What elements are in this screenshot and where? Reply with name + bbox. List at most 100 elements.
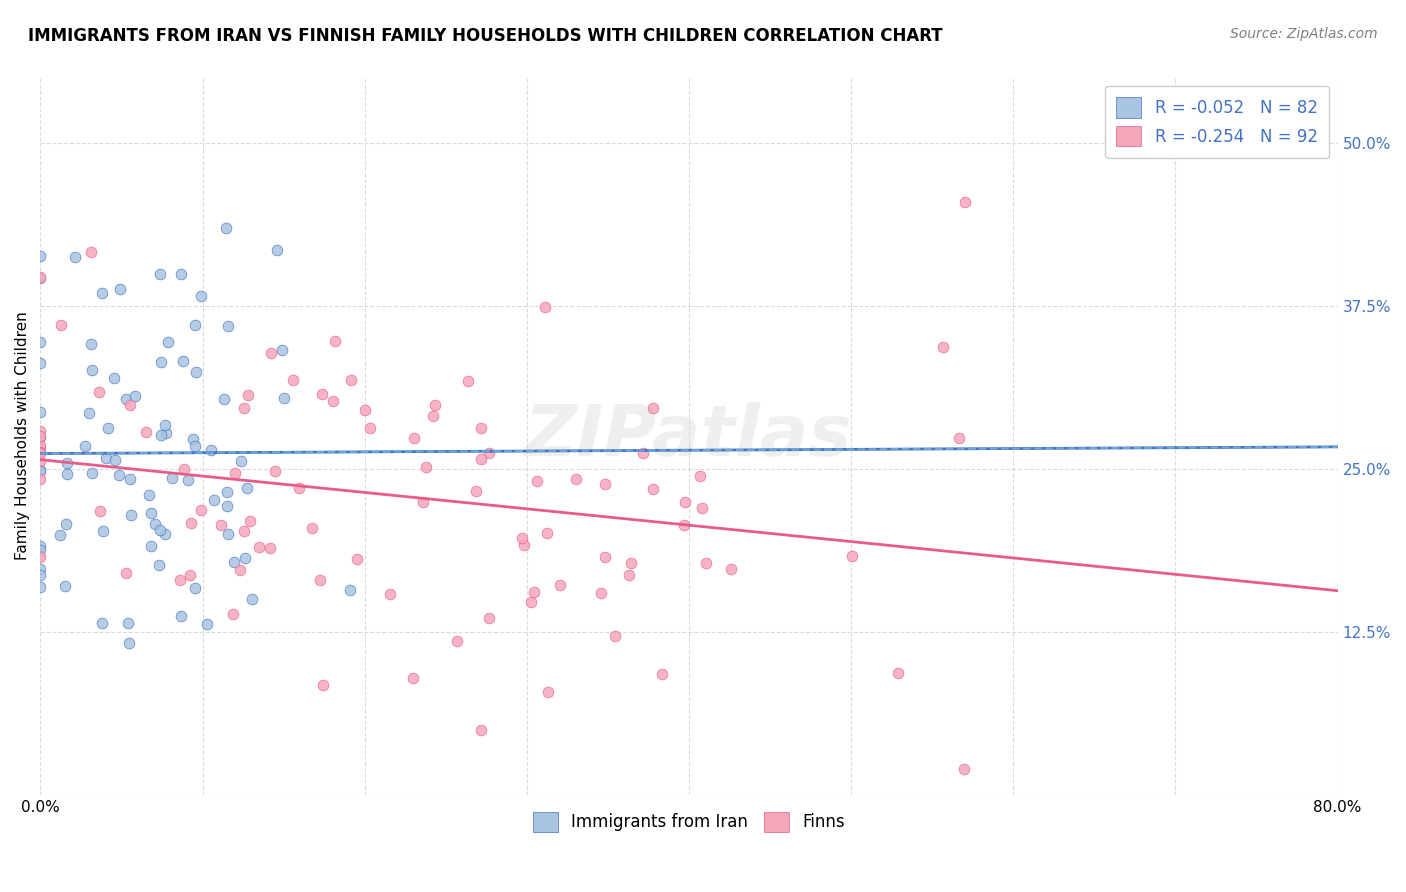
Point	[346, 552, 368, 566]
Point	[184, 439, 207, 453]
Point	[589, 586, 612, 600]
Point	[322, 393, 344, 408]
Point	[311, 387, 333, 401]
Point	[301, 521, 323, 535]
Point	[595, 477, 617, 491]
Point	[643, 401, 665, 416]
Point	[30, 334, 52, 349]
Point	[233, 550, 256, 565]
Point	[80, 244, 103, 259]
Point	[224, 555, 246, 569]
Point	[236, 481, 259, 495]
Point	[259, 345, 281, 359]
Point	[457, 374, 479, 388]
Point	[82, 466, 104, 480]
Point	[53, 579, 76, 593]
Point	[217, 319, 239, 334]
Text: IMMIGRANTS FROM IRAN VS FINNISH FAMILY HOUSEHOLDS WITH CHILDREN CORRELATION CHAR: IMMIGRANTS FROM IRAN VS FINNISH FAMILY H…	[28, 27, 943, 45]
Point	[135, 425, 157, 439]
Point	[952, 762, 974, 776]
Point	[354, 403, 377, 417]
Point	[932, 340, 955, 354]
Point	[89, 504, 111, 518]
Point	[190, 289, 212, 303]
Point	[170, 609, 193, 624]
Point	[470, 723, 492, 738]
Point	[273, 391, 295, 405]
Point	[90, 286, 112, 301]
Y-axis label: Family Households with Children: Family Households with Children	[15, 311, 30, 560]
Point	[214, 392, 236, 406]
Point	[30, 249, 52, 263]
Point	[340, 373, 363, 387]
Point	[209, 518, 232, 533]
Point	[229, 563, 252, 577]
Point	[526, 475, 548, 489]
Point	[30, 445, 52, 459]
Point	[233, 401, 256, 415]
Point	[91, 524, 114, 539]
Point	[30, 356, 52, 370]
Point	[312, 678, 335, 692]
Point	[30, 446, 52, 460]
Point	[464, 484, 486, 499]
Point	[229, 454, 252, 468]
Point	[30, 462, 52, 476]
Point	[117, 636, 139, 650]
Point	[184, 582, 207, 596]
Point	[422, 409, 444, 424]
Point	[510, 531, 533, 545]
Point	[181, 432, 204, 446]
Point	[160, 471, 183, 485]
Point	[63, 250, 86, 264]
Point	[30, 568, 52, 582]
Point	[522, 584, 544, 599]
Point	[887, 665, 910, 680]
Point	[266, 243, 288, 257]
Point	[184, 318, 207, 332]
Point	[153, 526, 176, 541]
Point	[217, 500, 239, 514]
Point	[157, 334, 180, 349]
Point	[690, 501, 713, 516]
Point	[470, 452, 492, 467]
Point	[695, 556, 717, 570]
Point	[77, 406, 100, 420]
Point	[537, 685, 560, 699]
Point	[339, 583, 361, 598]
Point	[97, 420, 120, 434]
Point	[90, 616, 112, 631]
Point	[89, 384, 111, 399]
Point	[108, 282, 131, 296]
Point	[423, 398, 446, 412]
Point	[148, 558, 170, 573]
Point	[271, 343, 294, 357]
Point	[308, 574, 330, 588]
Point	[138, 488, 160, 502]
Point	[359, 421, 381, 435]
Point	[30, 428, 52, 442]
Point	[412, 494, 434, 508]
Point	[224, 467, 246, 481]
Point	[30, 464, 52, 478]
Point	[415, 459, 437, 474]
Point	[82, 363, 104, 377]
Point	[30, 430, 52, 444]
Point	[217, 527, 239, 541]
Point	[30, 562, 52, 576]
Point	[534, 300, 557, 314]
Point	[114, 566, 136, 581]
Point	[536, 526, 558, 541]
Point	[120, 508, 142, 523]
Point	[548, 578, 571, 592]
Point	[195, 617, 218, 632]
Point	[94, 451, 117, 466]
Point	[30, 405, 52, 419]
Point	[30, 454, 52, 468]
Point	[259, 541, 281, 555]
Point	[30, 580, 52, 594]
Point	[139, 506, 162, 520]
Point	[184, 365, 207, 379]
Point	[30, 471, 52, 485]
Point	[143, 516, 166, 531]
